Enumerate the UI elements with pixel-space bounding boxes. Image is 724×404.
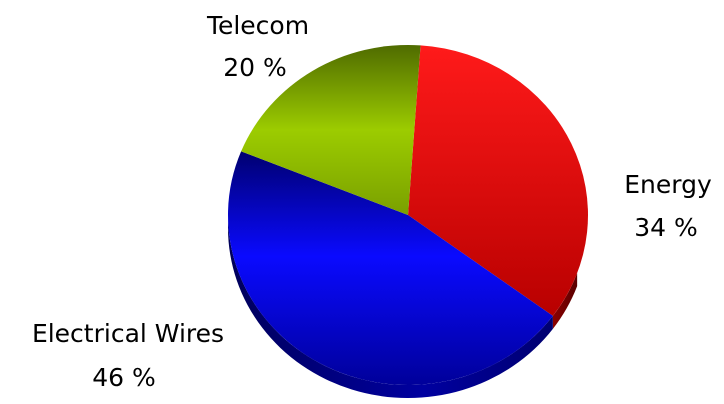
pie-side-energy (552, 273, 578, 329)
slice-value-energy: 34 % (634, 213, 698, 242)
slice-label-telecom: Telecom (206, 11, 309, 40)
slice-label-energy: Energy (624, 170, 712, 199)
pie-slice-electrical-wires (227, 151, 553, 386)
slice-value-telecom: 20 % (223, 53, 287, 82)
pie-depth (228, 215, 578, 398)
slice-label-electrical-wires: Electrical Wires (32, 319, 224, 348)
pie-slice-energy (408, 45, 588, 316)
pie-slices (227, 45, 588, 386)
slice-value-electrical-wires: 46 % (92, 363, 156, 392)
pie-slice-telecom (241, 45, 421, 216)
